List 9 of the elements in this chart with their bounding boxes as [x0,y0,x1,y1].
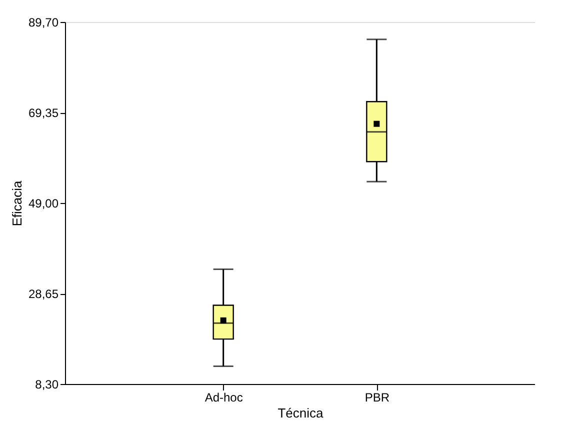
y-tick-label: 8,30 [35,378,59,392]
x-tick-label: Ad-hoc [204,390,243,404]
y-tick-label: 69,35 [28,106,59,120]
y-axis-title: Eficacia [9,180,24,226]
y-tick-label: 49,00 [28,196,59,210]
x-axis-title: Técnica [278,406,324,420]
x-tick-label: PBR [364,390,390,404]
y-tick-label: 28,65 [28,287,59,301]
y-tick-label: 89,70 [28,16,59,30]
